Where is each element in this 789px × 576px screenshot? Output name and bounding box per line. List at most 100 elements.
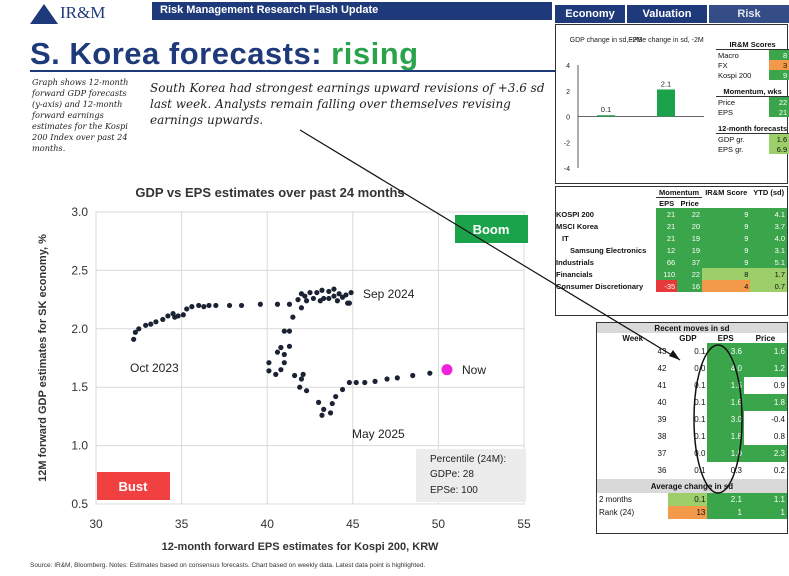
data-point xyxy=(291,372,298,379)
momentum-row: Financials 110 22 8 1.7 xyxy=(556,268,787,280)
price-cell: 0.9 xyxy=(773,381,785,390)
percentile-gdp: GDPe: 28 xyxy=(430,469,474,480)
data-point xyxy=(278,344,284,351)
row-value: 9 xyxy=(702,220,751,232)
data-point xyxy=(281,351,287,358)
average-row: Rank (24) 13 1 1 xyxy=(597,506,787,519)
data-point xyxy=(334,298,340,304)
rm-header-price: Price xyxy=(755,333,776,343)
col-header-score: IR&M Score xyxy=(705,187,748,197)
data-point xyxy=(148,321,154,327)
data-point xyxy=(333,393,339,400)
data-point xyxy=(226,302,233,309)
data-point xyxy=(238,302,245,309)
bar-y-tick-label: 0 xyxy=(566,115,570,122)
latest-data-point xyxy=(441,364,453,376)
x-tick-labels: 30 35 40 45 50 55 xyxy=(89,517,531,531)
average-label: Rank (24) xyxy=(599,508,635,517)
data-point xyxy=(160,316,166,323)
row-value: 8 xyxy=(702,268,751,280)
data-point xyxy=(348,289,354,296)
bar xyxy=(597,115,615,117)
data-point xyxy=(257,301,263,307)
row-value: 20 xyxy=(677,220,703,232)
data-point xyxy=(295,297,301,303)
annotation-oct-2023: Oct 2023 xyxy=(130,361,179,375)
data-point xyxy=(326,295,332,302)
week-cell: 42 xyxy=(657,364,667,373)
tab-risk[interactable]: Risk xyxy=(709,5,789,23)
bar xyxy=(657,89,675,117)
row-value: 5.1 xyxy=(750,256,787,268)
recent-move-row: 37 0.0 1.0 2.3 xyxy=(597,445,787,462)
data-point xyxy=(266,368,272,374)
data-point xyxy=(175,313,181,319)
data-point xyxy=(303,298,310,304)
momentum-row: Samsung Electronics 12 19 9 3.1 xyxy=(556,244,787,256)
data-point xyxy=(302,293,308,299)
data-point xyxy=(266,360,272,366)
y-tick-label: 3.0 xyxy=(71,205,88,219)
bar-y-tick-label: 4 xyxy=(566,63,570,70)
data-point xyxy=(319,287,325,293)
row-value: 37 xyxy=(677,256,703,268)
row-value: 9 xyxy=(702,208,751,220)
rm-header-week: Week xyxy=(622,333,644,343)
score-value: 9 xyxy=(768,70,789,80)
data-point xyxy=(319,412,325,418)
momentum-header: Momentum, wks xyxy=(716,86,789,97)
row-label: Consumer Discretionary xyxy=(556,281,644,291)
data-point xyxy=(132,329,138,335)
data-point xyxy=(165,313,171,319)
gdp-cell: 0.1 xyxy=(694,415,706,424)
row-value: 12 xyxy=(656,244,678,256)
nav-tabs: Economy Valuation Risk xyxy=(555,5,789,23)
momentum-group-header: Momentum xyxy=(656,187,703,198)
data-point xyxy=(346,379,352,386)
callout-text: South Korea had strongest earnings upwar… xyxy=(150,81,545,127)
data-point xyxy=(394,375,400,381)
row-value: -35 xyxy=(656,280,678,292)
week-cell: 43 xyxy=(657,347,667,356)
data-point xyxy=(331,286,337,292)
y-tick-label: 1.5 xyxy=(71,380,88,394)
data-point xyxy=(331,293,337,299)
y-tick-labels: 3.0 2.5 2.0 1.5 1.0 0.5 xyxy=(71,205,88,511)
row-value: 4.1 xyxy=(750,208,787,220)
x-tick-label: 40 xyxy=(261,517,275,531)
x-tick-label: 30 xyxy=(89,517,103,531)
data-point xyxy=(315,399,322,405)
col-header-price: Price xyxy=(680,198,699,208)
tab-valuation[interactable]: Valuation xyxy=(627,5,707,23)
x-axis-label: 12-month forward EPS estimates for Kospi… xyxy=(162,541,439,553)
momentum-row: Consumer Discretionary -35 16 4 0.7 xyxy=(556,280,787,292)
gdp-cell: 0.1 xyxy=(694,347,706,356)
data-point xyxy=(326,288,332,295)
tab-economy[interactable]: Economy xyxy=(555,5,625,23)
price-cell: 1.6 xyxy=(743,343,787,360)
y-tick-label: 0.5 xyxy=(71,497,88,511)
data-point xyxy=(303,388,310,394)
row-label: Samsung Electronics xyxy=(570,245,647,255)
gdp-cell: 0.1 xyxy=(694,466,706,475)
row-value: 9 xyxy=(702,244,751,256)
x-tick-label: 55 xyxy=(517,517,531,531)
price-cell: 0.2 xyxy=(773,466,785,475)
side-note: Graph shows 12-month forward GDP forecas… xyxy=(32,77,129,153)
page-title: S. Korea forecasts: rising xyxy=(30,36,419,72)
data-point xyxy=(329,400,335,407)
momentum-label: EPS xyxy=(718,107,734,117)
forecast-label: EPS gr. xyxy=(718,144,744,154)
eps-cell: 1.8 xyxy=(707,428,744,445)
recent-move-row: 38 0.1 1.8 0.8 xyxy=(597,428,787,445)
data-point xyxy=(201,304,207,310)
average-value: 1 xyxy=(743,506,787,519)
average-label: 2 months xyxy=(599,495,632,504)
price-cell: 1.8 xyxy=(743,394,787,411)
row-value: 22 xyxy=(677,268,703,280)
gdp-cell: 0.1 xyxy=(694,398,706,407)
data-point xyxy=(213,302,219,309)
bar-axis: 4 2 0 -2 -4 xyxy=(564,63,704,173)
row-value: 19 xyxy=(677,244,703,256)
row-label: Industrials xyxy=(556,257,594,267)
